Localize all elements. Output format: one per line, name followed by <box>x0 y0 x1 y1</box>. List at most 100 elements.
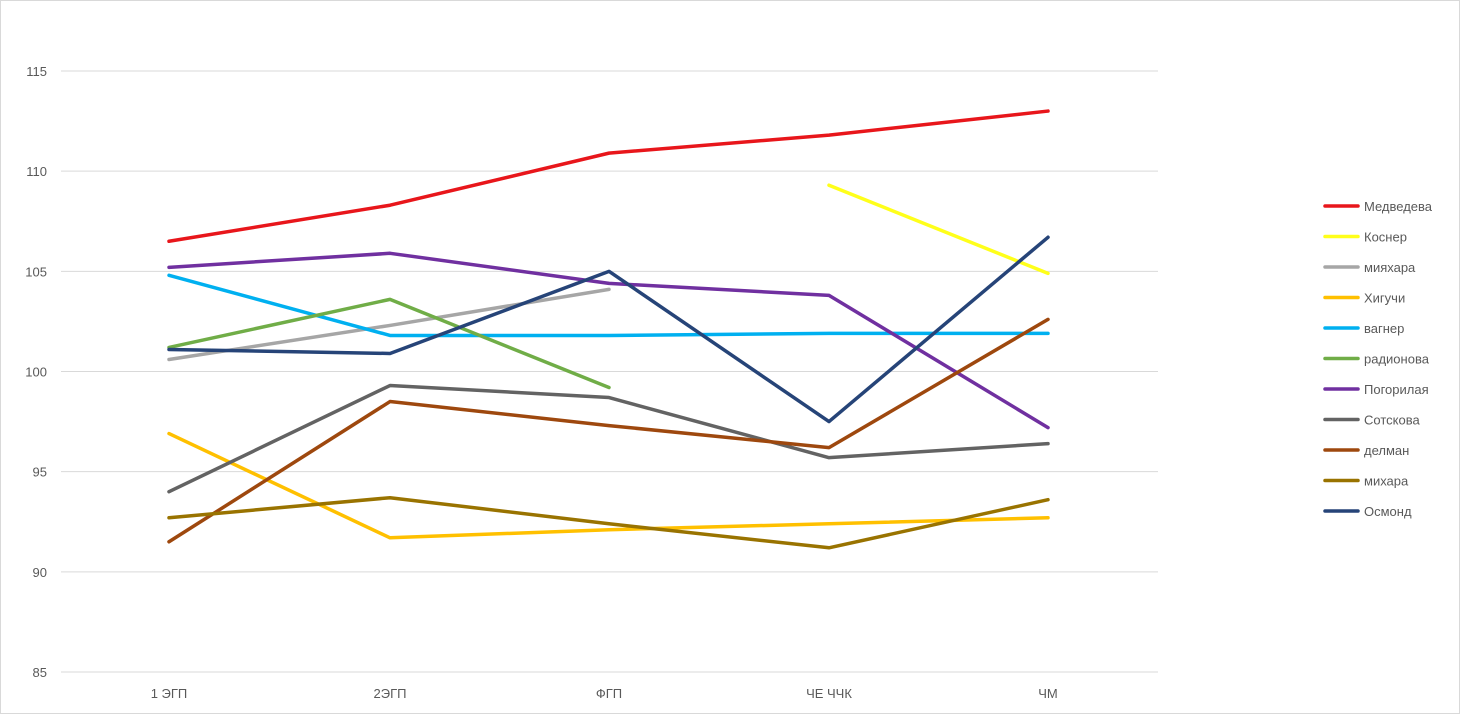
data-point <box>607 269 611 273</box>
x-tick-label: ЧМ <box>1038 686 1058 701</box>
series-2 <box>167 287 611 362</box>
data-point <box>167 265 171 269</box>
data-point <box>388 297 392 301</box>
data-point <box>1046 271 1050 275</box>
legend-item: Погорилая <box>1323 382 1429 397</box>
legend-item: делман <box>1323 443 1409 458</box>
x-tick-label: ФГП <box>596 686 622 701</box>
legend-label: вагнер <box>1364 321 1404 336</box>
data-point <box>827 456 831 460</box>
series-line <box>167 297 611 390</box>
data-point <box>607 424 611 428</box>
legend-label: Коснер <box>1364 230 1407 245</box>
data-point <box>607 287 611 291</box>
legend-item: михара <box>1323 474 1409 489</box>
legend-item: мияхара <box>1323 260 1416 275</box>
legend-item: радионова <box>1323 352 1430 367</box>
data-point <box>1046 442 1050 446</box>
legend-label: Сотскова <box>1364 413 1420 428</box>
data-point <box>1046 235 1050 239</box>
data-point <box>607 386 611 390</box>
data-point <box>607 528 611 532</box>
data-point <box>167 273 171 277</box>
data-point <box>827 446 831 450</box>
y-axis-ticks: 85 90 95 100 105 110 115 <box>25 64 47 680</box>
data-point <box>167 540 171 544</box>
data-point <box>827 331 831 335</box>
legend-label: мияхара <box>1364 260 1416 275</box>
x-tick-label: 2ЭГП <box>374 686 407 701</box>
y-tick-label: 85 <box>33 665 47 680</box>
y-tick-label: 105 <box>25 264 47 279</box>
data-point <box>388 496 392 500</box>
series-lines <box>167 109 1050 550</box>
legend-item: Хигучи <box>1323 291 1405 306</box>
data-point <box>607 522 611 526</box>
x-tick-label: 1 ЭГП <box>151 686 188 701</box>
data-point <box>607 396 611 400</box>
legend: Медведева Коснер мияхара Хигучи вагнер радион… <box>1323 199 1433 519</box>
legend-item: Осмонд <box>1323 504 1412 519</box>
legend-label: радионова <box>1364 352 1430 367</box>
y-tick-label: 90 <box>33 565 47 580</box>
data-point <box>827 546 831 550</box>
series-line <box>167 383 1050 494</box>
data-point <box>827 420 831 424</box>
series-7 <box>167 383 1050 494</box>
data-point <box>388 400 392 404</box>
series-9 <box>167 495 1050 550</box>
legend-label: Погорилая <box>1364 382 1429 397</box>
series-line <box>167 235 1050 424</box>
y-tick-label: 95 <box>33 465 47 480</box>
series-6 <box>167 251 1050 430</box>
x-tick-label: ЧЕ ЧЧК <box>806 686 852 701</box>
series-8 <box>167 317 1050 544</box>
y-tick-label: 100 <box>25 365 47 380</box>
data-point <box>1046 109 1050 113</box>
data-point <box>388 333 392 337</box>
data-point <box>827 522 831 526</box>
gridlines <box>61 70 1158 673</box>
data-point <box>827 133 831 137</box>
legend-item: Медведева <box>1323 199 1433 214</box>
data-point <box>1046 498 1050 502</box>
legend-label: Осмонд <box>1364 504 1412 519</box>
y-tick-label: 115 <box>26 64 47 79</box>
series-line <box>827 183 1050 276</box>
data-point <box>1046 317 1050 321</box>
data-point <box>827 183 831 187</box>
series-0 <box>167 109 1050 244</box>
legend-label: Хигучи <box>1364 291 1405 306</box>
series-5 <box>167 297 611 390</box>
data-point <box>388 323 392 327</box>
legend-item: Коснер <box>1323 230 1407 245</box>
data-point <box>827 293 831 297</box>
data-point <box>167 432 171 436</box>
y-tick-label: 110 <box>26 164 47 179</box>
legend-item: вагнер <box>1323 321 1404 336</box>
series-10 <box>167 235 1050 424</box>
x-axis-ticks: 1 ЭГП 2ЭГП ФГП ЧЕ ЧЧК ЧМ <box>151 686 1058 701</box>
data-point <box>388 351 392 355</box>
data-point <box>167 490 171 494</box>
data-point <box>388 251 392 255</box>
data-point <box>167 239 171 243</box>
data-point <box>167 347 171 351</box>
data-point <box>607 281 611 285</box>
data-point <box>1046 331 1050 335</box>
legend-label: делман <box>1364 443 1409 458</box>
data-point <box>607 333 611 337</box>
data-point <box>388 384 392 388</box>
data-point <box>1046 516 1050 520</box>
data-point <box>1046 426 1050 430</box>
legend-label: михара <box>1364 474 1409 489</box>
legend-item: Сотскова <box>1323 413 1420 428</box>
legend-label: Медведева <box>1364 199 1433 214</box>
data-point <box>167 357 171 361</box>
data-point <box>607 151 611 155</box>
data-point <box>388 536 392 540</box>
data-point <box>388 203 392 207</box>
series-1 <box>827 183 1050 276</box>
